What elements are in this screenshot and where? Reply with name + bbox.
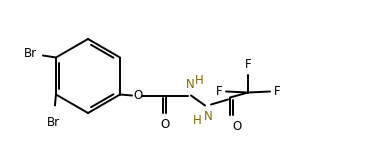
Text: F: F — [274, 85, 280, 98]
Text: O: O — [134, 89, 142, 102]
Text: Br: Br — [24, 47, 37, 60]
Text: N: N — [186, 78, 194, 90]
Text: H: H — [193, 114, 202, 127]
Text: F: F — [245, 57, 251, 70]
Text: F: F — [216, 85, 222, 98]
Text: N: N — [204, 109, 212, 122]
Text: H: H — [195, 73, 204, 87]
Text: O: O — [232, 119, 242, 133]
Text: Br: Br — [46, 116, 60, 128]
Text: O: O — [160, 117, 170, 130]
